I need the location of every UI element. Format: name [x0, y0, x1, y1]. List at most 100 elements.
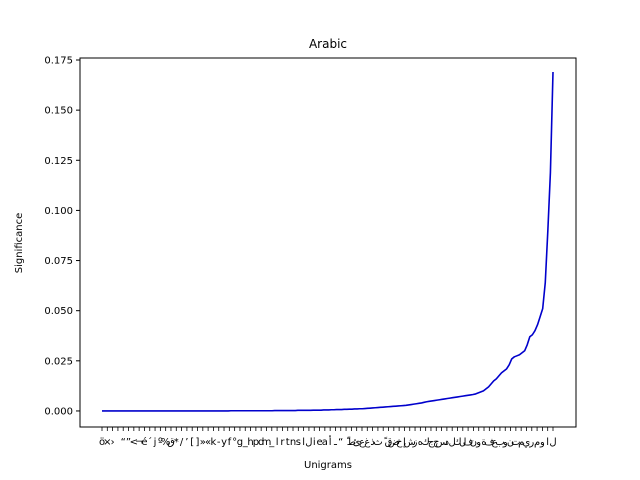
- x-tick-label: ث: [373, 437, 382, 448]
- x-tick-label: é: [141, 436, 147, 448]
- x-tick-label: ض: [388, 437, 400, 448]
- x-tick-label: ل: [305, 437, 312, 448]
- x-tick-label: ا: [302, 437, 305, 448]
- x-tick-label: ة: [481, 437, 486, 448]
- x-tick-label: /: [180, 437, 184, 448]
- x-tick-label: y: [221, 437, 227, 448]
- x-tick-label: غ: [364, 437, 370, 448]
- x-tick-label: ـ: [333, 437, 338, 448]
- x-tick-label: ب: [495, 437, 504, 448]
- y-tick-label: 0.100: [44, 206, 73, 217]
- x-tick-label: ك: [453, 437, 461, 448]
- x-tick-label: <: [130, 437, 138, 448]
- series-line: [102, 72, 554, 412]
- y-tick-label: 0.000: [44, 406, 73, 417]
- x-tick-label: ج: [428, 437, 435, 448]
- x-tick-label: h: [247, 437, 253, 448]
- chart-title: Arabic: [309, 37, 347, 51]
- x-tick-label: ]: [196, 437, 200, 448]
- y-tick-label: 0.075: [44, 256, 73, 267]
- x-tick-label: [: [190, 437, 194, 448]
- x-tick-label: ت: [511, 437, 520, 448]
- plot-frame: [79, 57, 577, 428]
- x-tick-label: ع: [359, 437, 365, 448]
- x-tick-label: ي: [523, 437, 531, 448]
- x-tick-label: r: [280, 437, 285, 448]
- x-tick-label: t: [286, 437, 290, 448]
- x-tick-label: “: [338, 437, 343, 448]
- x-tick-label: و: [502, 437, 508, 448]
- x-tick-label: l: [276, 437, 279, 448]
- x-tick-label: ق: [167, 437, 175, 448]
- x-tick-label: s: [296, 437, 301, 448]
- x-tick-label: ف: [463, 437, 473, 448]
- x-tick-label: ›: [111, 437, 115, 448]
- x-axis-label: Unigrams: [304, 460, 352, 471]
- x-tick-label: ا: [546, 437, 549, 448]
- x-tick-label: ر: [528, 437, 534, 448]
- x-tick-label: م: [534, 437, 540, 448]
- x-tick-label: a: [322, 437, 328, 448]
- x-tick-label: س: [435, 437, 447, 448]
- x-tick-label: _: [242, 437, 249, 448]
- x-tick-label: ¬: [135, 437, 143, 448]
- x-tick-label: ف: [484, 437, 494, 448]
- x-tick-label: ل: [449, 437, 456, 448]
- x-tick-label: ق: [385, 437, 393, 448]
- x-tick-label: ’: [185, 437, 188, 448]
- x-tick-label: º: [158, 437, 163, 448]
- y-tick-label: 0.175: [44, 56, 73, 67]
- y-tick-label: 0.125: [44, 156, 73, 167]
- x-tick-label: ل: [549, 437, 556, 448]
- x-tick-label: ل: [459, 437, 466, 448]
- x-tick-label: _: [268, 437, 275, 448]
- x-tick-label: ن: [507, 437, 514, 448]
- y-axis-label: Significance: [14, 213, 25, 274]
- plot-area: 0.000 0.025 0.050 0.075 0.100 0.125 0.150 0.175…: [44, 56, 577, 448]
- x-tick-label: n: [290, 437, 296, 448]
- x-tick-label: ö: [99, 437, 105, 448]
- x-tick-label: j: [153, 437, 157, 448]
- x-tick-label: »: [200, 437, 206, 448]
- x-tick-label: أ: [329, 435, 332, 448]
- y-tick-label: 0.150: [44, 106, 73, 117]
- x-tick-label: و: [539, 437, 545, 448]
- x-tick-label: p: [253, 437, 259, 448]
- x-tick-label: ذ: [370, 437, 374, 448]
- x-tick-label: g: [237, 437, 243, 448]
- x-tick-label: ×: [103, 437, 111, 448]
- x-tick-label: م: [518, 437, 524, 448]
- x-tick-label: و: [475, 437, 481, 448]
- x-tick-label: d: [258, 437, 264, 448]
- x-tick-label: خ: [396, 437, 403, 448]
- x-tick-label: ن: [470, 437, 477, 448]
- x-tick-label: %: [161, 437, 171, 448]
- x-tick-label: ”: [126, 437, 131, 448]
- x-tick-label: ´: [147, 436, 152, 448]
- x-tick-label: ع: [492, 437, 498, 448]
- y-tick-label: 0.050: [44, 306, 73, 317]
- x-tick-label: «: [205, 437, 211, 448]
- x-tick-label: ه: [418, 437, 423, 448]
- x-tick-label: إ: [403, 437, 406, 448]
- y-tick-label: 0.025: [44, 356, 73, 367]
- x-tick-label: *: [174, 437, 179, 448]
- x-tick-label: د: [445, 437, 449, 448]
- x-tick-label: °: [232, 437, 237, 448]
- x-tick-label: m: [262, 437, 272, 448]
- x-tick-label: “: [121, 437, 126, 448]
- x-tick-label: i: [313, 437, 316, 448]
- x-tick-label: ش: [404, 437, 416, 448]
- x-tick-label: e: [316, 437, 322, 448]
- x-tick-label: -: [217, 437, 221, 448]
- x-tick-label: ك: [422, 437, 430, 448]
- x-tick-label: ئ: [353, 437, 361, 448]
- x-tick-label: k: [211, 437, 217, 448]
- x-tick-label: f: [228, 437, 232, 448]
- x-tick-label: ز: [412, 437, 418, 448]
- x-tick-label: ط: [347, 437, 356, 448]
- x-tick-label: ح: [433, 437, 440, 448]
